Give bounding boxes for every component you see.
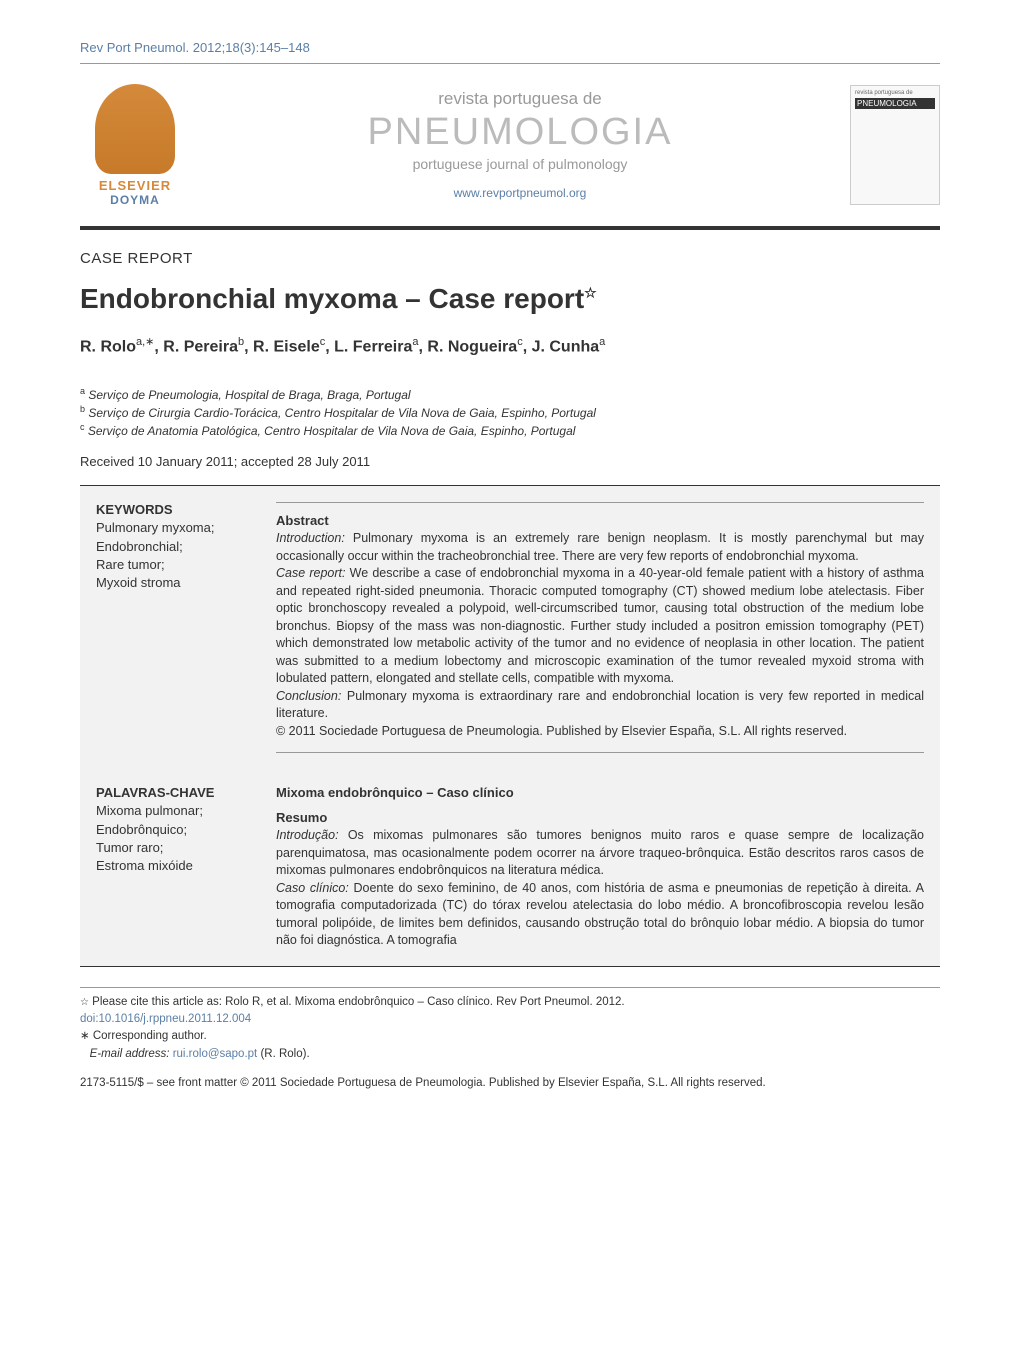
footnote-doi: doi:10.1016/j.rppneu.2011.12.004	[80, 1011, 940, 1028]
authors-line: R. Roloa,∗, R. Pereirab, R. Eiselec, L. …	[80, 335, 940, 356]
doyma-label: DOYMA	[110, 193, 160, 207]
cover-thumb-title: PNEUMOLOGIA	[855, 98, 935, 109]
title-star-icon: ☆	[584, 285, 597, 301]
cover-thumbnail: revista portuguesa de PNEUMOLOGIA	[850, 85, 940, 205]
abstract-pt-text: Introdução: Os mixomas pulmonares são tu…	[276, 827, 924, 950]
abstract-en-rule	[276, 502, 924, 503]
bottom-copyright: 2173-5115/$ – see front matter © 2011 So…	[80, 1077, 940, 1089]
affiliation-line: b Serviço de Cirurgia Cardio-Torácica, C…	[80, 404, 940, 420]
resumo-case-text: Doente do sexo feminino, de 40 anos, com…	[276, 881, 924, 948]
header-rule-thick	[80, 226, 940, 230]
journal-main-title: PNEUMOLOGIA	[190, 111, 850, 154]
keywords-en-cell: KEYWORDS Pulmonary myxoma;Endobronchial;…	[80, 486, 260, 770]
email-author: (R. Rolo).	[260, 1048, 309, 1060]
article-title: Endobronchial myxoma – Case report☆	[80, 283, 940, 315]
keywords-en-header: KEYWORDS	[96, 502, 244, 517]
received-dates: Received 10 January 2011; accepted 28 Ju…	[80, 454, 940, 469]
abstract-case-text: We describe a case of endobronchial myxo…	[276, 566, 924, 685]
abstract-conclusion-text: Pulmonary myxoma is extraordinary rare a…	[276, 689, 924, 721]
keywords-en-list: Pulmonary myxoma;Endobronchial;Rare tumo…	[96, 519, 244, 592]
elsevier-label: ELSEVIER	[99, 178, 171, 193]
footnote-cite-text: Please cite this article as: Rolo R, et …	[92, 996, 624, 1008]
abstract-en-text: Introduction: Pulmonary myxoma is an ext…	[276, 530, 924, 740]
keywords-pt-cell: PALAVRAS-CHAVE Mixoma pulmonar;Endobrônq…	[80, 769, 260, 966]
email-label: E-mail address:	[90, 1048, 170, 1060]
journal-subtitle-bottom: portuguese journal of pulmonology	[190, 156, 850, 172]
footnote-corresponding: ∗ Corresponding author.	[80, 1028, 940, 1045]
article-type: CASE REPORT	[80, 250, 940, 267]
cover-thumb-subtitle: revista portuguesa de	[855, 90, 935, 96]
resumo-intro-label: Introdução:	[276, 828, 339, 842]
article-title-text: Endobronchial myxoma – Case report	[80, 283, 584, 314]
keywords-pt-list: Mixoma pulmonar;Endobrônquico;Tumor raro…	[96, 802, 244, 875]
footnote-corr-label: ∗	[80, 1030, 90, 1042]
footnotes: ☆ Please cite this article as: Rolo R, e…	[80, 987, 940, 1063]
abstract-pt-header: Resumo	[276, 810, 924, 825]
affiliations: a Serviço de Pneumologia, Hospital de Br…	[80, 386, 940, 438]
abstract-case-label: Case report:	[276, 566, 345, 580]
journal-reference: Rev Port Pneumol. 2012;18(3):145–148	[80, 40, 940, 55]
footnote-corr-text: Corresponding author.	[93, 1030, 207, 1042]
abstract-keywords-table: KEYWORDS Pulmonary myxoma;Endobronchial;…	[80, 485, 940, 967]
abstract-intro-text: Pulmonary myxoma is an extremely rare be…	[276, 531, 924, 563]
resumo-intro-text: Os mixomas pulmonares são tumores benign…	[276, 828, 924, 877]
affiliation-line: c Serviço de Anatomia Patológica, Centro…	[80, 422, 940, 438]
elsevier-logo: ELSEVIER DOYMA	[80, 80, 190, 210]
abstract-en-cell: Abstract Introduction: Pulmonary myxoma …	[260, 486, 940, 770]
footnote-citation: ☆ Please cite this article as: Rolo R, e…	[80, 994, 940, 1011]
email-link[interactable]: rui.rolo@sapo.pt	[173, 1048, 258, 1060]
header-section: ELSEVIER DOYMA revista portuguesa de PNE…	[80, 70, 940, 220]
header-rule-thin	[80, 63, 940, 64]
abstract-pt-cell: Mixoma endobrônquico – Caso clínico Resu…	[260, 769, 940, 966]
abstract-pt-title: Mixoma endobrônquico – Caso clínico	[276, 785, 924, 800]
affiliation-line: a Serviço de Pneumologia, Hospital de Br…	[80, 386, 940, 402]
abstract-intro-label: Introduction:	[276, 531, 345, 545]
doi-link[interactable]: doi:10.1016/j.rppneu.2011.12.004	[80, 1013, 251, 1025]
elsevier-tree-icon	[95, 84, 175, 174]
footnote-star-icon: ☆	[80, 997, 89, 1008]
abstract-en-header: Abstract	[276, 513, 924, 528]
journal-title-block: revista portuguesa de PNEUMOLOGIA portug…	[190, 89, 850, 202]
footnote-email: E-mail address: rui.rolo@sapo.pt (R. Rol…	[80, 1046, 940, 1063]
abstract-conclusion-label: Conclusion:	[276, 689, 341, 703]
abstract-en-copyright: © 2011 Sociedade Portuguesa de Pneumolog…	[276, 724, 847, 738]
resumo-case-label: Caso clínico:	[276, 881, 349, 895]
journal-url-link[interactable]: www.revportpneumol.org	[454, 186, 587, 200]
journal-subtitle-top: revista portuguesa de	[190, 89, 850, 109]
keywords-pt-header: PALAVRAS-CHAVE	[96, 785, 244, 800]
abstract-en-rule-bottom	[276, 752, 924, 753]
